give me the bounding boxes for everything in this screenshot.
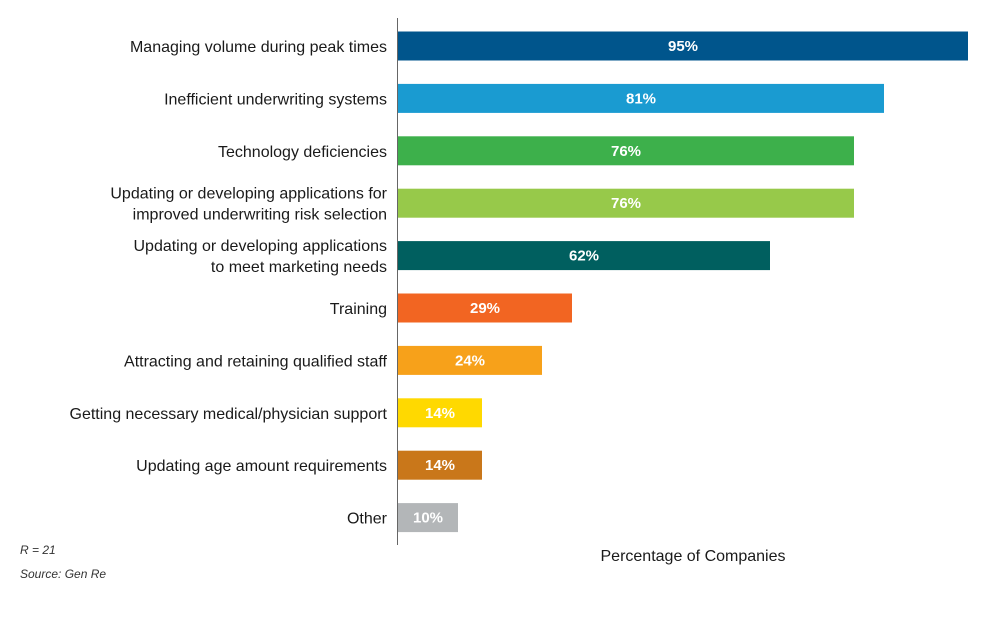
category-label-2: Inefficient underwriting systems xyxy=(164,91,387,108)
value-label-3: 76% xyxy=(611,143,641,160)
value-label-2: 81% xyxy=(626,90,656,107)
value-labels-group: 95% 81% 76% 76% 62% 29% 24% 14% 14% 10% xyxy=(413,38,698,527)
x-axis-label: Percentage of Companies xyxy=(601,548,786,565)
value-label-6: 29% xyxy=(470,300,500,317)
category-label-1: Managing volume during peak times xyxy=(130,39,387,56)
category-labels-group: Managing volume during peak times Ineffic… xyxy=(70,39,388,528)
bar-1 xyxy=(398,31,968,61)
category-label-8: Getting necessary medical/physician supp… xyxy=(70,406,388,423)
value-label-9: 14% xyxy=(425,457,455,474)
value-label-4: 76% xyxy=(611,195,641,212)
respondent-count-note: R = 21 xyxy=(20,543,56,557)
value-label-5: 62% xyxy=(569,248,599,265)
bar-10 xyxy=(398,503,458,533)
category-label-9: Updating age amount requirements xyxy=(136,458,387,475)
value-label-1: 95% xyxy=(668,38,698,55)
value-label-8: 14% xyxy=(425,405,455,422)
bars-group xyxy=(398,31,968,533)
bar-4 xyxy=(398,188,854,218)
source-note: Source: Gen Re xyxy=(20,567,107,581)
bar-3 xyxy=(398,136,854,166)
category-label-3: Technology deficiencies xyxy=(218,144,387,161)
bar-7 xyxy=(398,345,542,375)
category-label-6: Training xyxy=(330,301,387,318)
value-label-10: 10% xyxy=(413,510,443,527)
bar-6 xyxy=(398,293,572,323)
category-label-4: Updating or developing applications for i… xyxy=(110,186,387,224)
bar-8 xyxy=(398,398,482,428)
category-label-5: Updating or developing applications to me… xyxy=(133,238,387,276)
bar-9 xyxy=(398,450,482,480)
bar-2 xyxy=(398,83,884,113)
category-label-10: Other xyxy=(347,511,388,528)
category-label-7: Attracting and retaining qualified staff xyxy=(124,353,388,370)
bar-5 xyxy=(398,241,770,271)
value-label-7: 24% xyxy=(455,352,485,369)
